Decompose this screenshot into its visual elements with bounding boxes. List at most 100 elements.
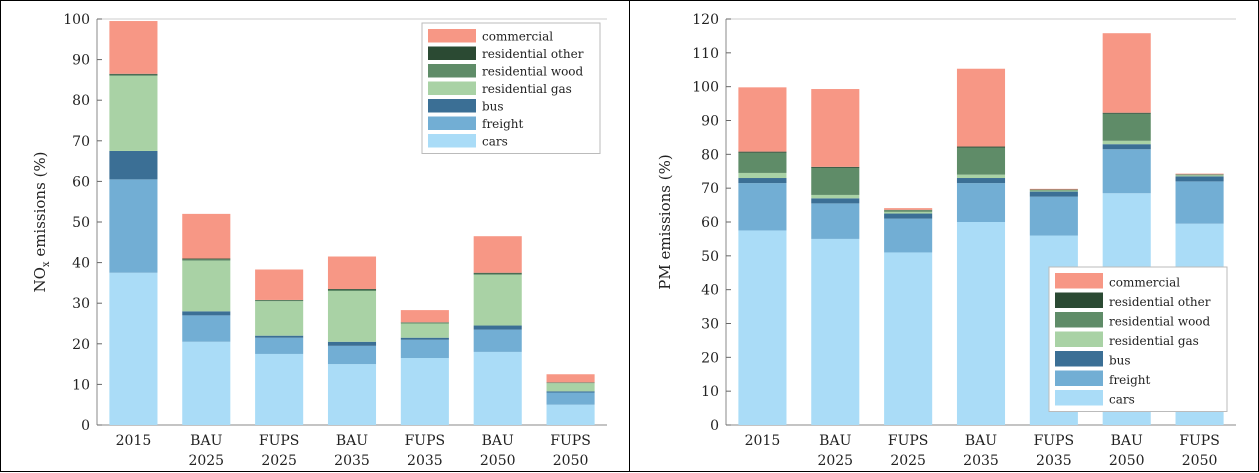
bar-residential-wood (957, 148, 1005, 175)
bar-residential-wood (738, 153, 786, 173)
legend-label-bus: bus (482, 100, 504, 114)
legend-label-cars: cars (1109, 393, 1135, 407)
y-tick-label: 70 (701, 181, 719, 197)
bar-commercial (1103, 33, 1151, 113)
bar-freight (109, 179, 157, 272)
legend-label-residential-other: residential other (482, 47, 584, 61)
bar-freight (1103, 149, 1151, 193)
bar-bus (1103, 144, 1151, 149)
bar-residential-other (1103, 113, 1151, 114)
legend-swatch-residential-gas (428, 82, 476, 96)
bar-bus (182, 311, 230, 315)
bar-residential-gas (884, 212, 932, 214)
bar-commercial (474, 236, 522, 273)
bar-residential-gas (182, 261, 230, 312)
bar-commercial (547, 374, 595, 382)
bar-commercial (328, 257, 376, 289)
bar-bus (1030, 192, 1078, 197)
bar-residential-wood (884, 210, 932, 212)
bar-residential-wood (109, 75, 157, 76)
y-tick-label: 20 (701, 350, 719, 366)
bar-freight (547, 393, 595, 405)
y-tick-label: 60 (701, 215, 719, 231)
legend-label-residential-other: residential other (1109, 295, 1211, 309)
bar-residential-wood (182, 259, 230, 260)
y-tick-label: 70 (72, 134, 90, 150)
bar-commercial (811, 89, 859, 167)
bar-freight (182, 315, 230, 341)
legend-swatch-residential-wood (1055, 312, 1103, 328)
y-tick-label: 20 (72, 337, 90, 353)
bar-cars (109, 273, 157, 425)
bar-residential-gas (547, 383, 595, 391)
bar-residential-gas (255, 301, 303, 336)
legend-label-residential-gas: residential gas (1109, 334, 1199, 348)
bar-residential-gas (738, 173, 786, 178)
bar-commercial (401, 310, 449, 322)
y-tick-label: 100 (692, 80, 719, 96)
legend-label-freight: freight (482, 117, 524, 131)
bar-residential-wood (1176, 175, 1224, 176)
bar-residential-wood (1030, 190, 1078, 191)
y-tick-label: 40 (701, 283, 719, 299)
bar-bus (884, 214, 932, 219)
bar-commercial (738, 87, 786, 151)
y-tick-label: 80 (701, 147, 719, 163)
y-tick-label: 10 (701, 384, 719, 400)
legend-label-bus: bus (1109, 354, 1131, 368)
bar-bus (738, 178, 786, 183)
legend-label-residential-wood: residential wood (482, 65, 584, 79)
bar-commercial (1030, 189, 1078, 190)
legend-swatch-residential-other (428, 47, 476, 61)
bar-residential-wood (811, 168, 859, 195)
bar-commercial (1176, 174, 1224, 175)
bar-residential-other (957, 147, 1005, 148)
legend-swatch-cars (1055, 390, 1103, 406)
bar-cars (328, 364, 376, 425)
legend-label-freight: freight (1109, 373, 1151, 387)
bar-residential-gas (1030, 191, 1078, 192)
bar-bus (328, 342, 376, 346)
y-axis-label: PM emissions (%) (656, 154, 674, 289)
legend-swatch-freight (1055, 371, 1103, 387)
bar-commercial (884, 208, 932, 210)
legend-swatch-residential-other (1055, 293, 1103, 309)
y-tick-label: 100 (63, 12, 90, 28)
bar-freight (957, 183, 1005, 222)
bar-cars (957, 222, 1005, 425)
bar-residential-gas (109, 76, 157, 151)
bar-freight (328, 346, 376, 364)
bar-freight (811, 203, 859, 239)
y-tick-label: 30 (701, 317, 719, 333)
bar-residential-other (182, 259, 230, 260)
legend-swatch-commercial (1055, 273, 1103, 289)
bar-bus (1176, 176, 1224, 181)
y-tick-label: 50 (701, 249, 719, 265)
y-axis-label: NOx emissions (%) (31, 151, 52, 292)
bar-bus (255, 336, 303, 338)
legend-swatch-commercial (428, 29, 476, 43)
bar-residential-other (811, 167, 859, 168)
y-tick-label: 30 (72, 296, 90, 312)
bar-freight (738, 183, 786, 230)
y-tick-label: 60 (72, 174, 90, 190)
bar-cars (255, 354, 303, 425)
bar-bus (401, 338, 449, 340)
bar-commercial (957, 69, 1005, 147)
bar-commercial (255, 270, 303, 300)
y-tick-label: 50 (72, 215, 90, 231)
legend-swatch-bus (1055, 351, 1103, 367)
legend-label-residential-wood: residential wood (1109, 315, 1211, 329)
